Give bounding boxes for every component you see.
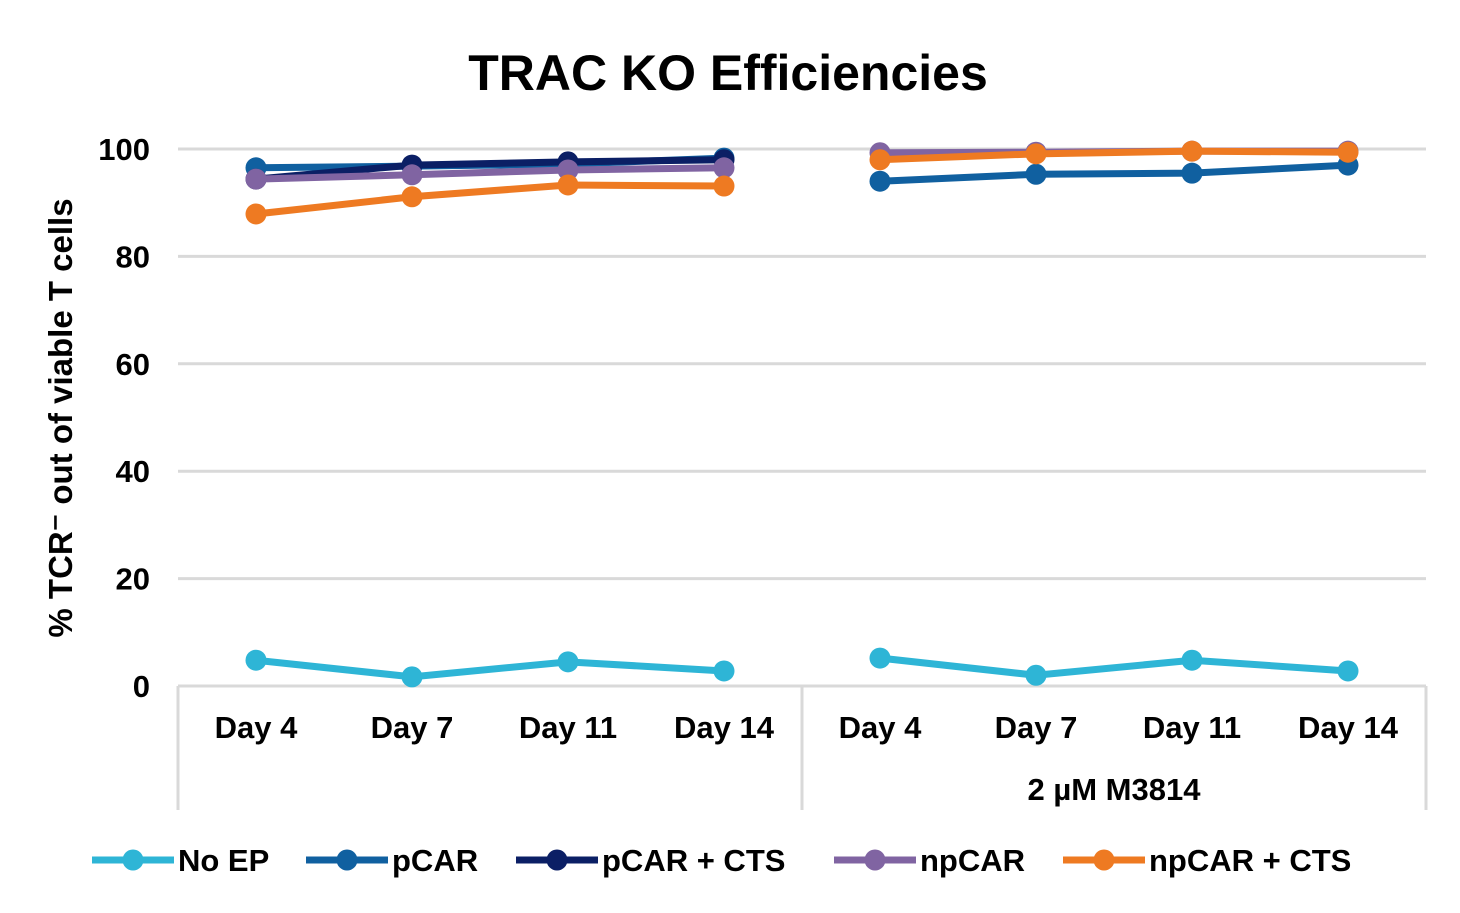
x-tick-label: Day 11 [519, 710, 617, 745]
legend-label: pCAR + CTS [602, 843, 785, 878]
y-tick-label: 100 [98, 132, 150, 167]
legend-marker [1093, 849, 1115, 871]
legend-marker [336, 849, 358, 871]
data-point [869, 170, 891, 192]
y-tick-label: 80 [116, 239, 150, 274]
series-line [255, 156, 725, 183]
data-point [1181, 140, 1203, 162]
x-tick-label: Day 7 [995, 710, 1078, 745]
series-line [255, 656, 725, 681]
legend-marker [122, 849, 144, 871]
y-tick-label: 0 [133, 669, 150, 704]
series-line [255, 164, 725, 183]
data-point [1337, 141, 1359, 163]
data-point [245, 649, 267, 671]
data-point [869, 149, 891, 171]
x-tick-label: Day 14 [674, 710, 775, 745]
data-point [1025, 664, 1047, 686]
data-point [713, 157, 735, 179]
series-line [879, 654, 1349, 679]
legend-label: npCAR [920, 843, 1025, 878]
y-axis-label: % TCR⁻ out of viable T cells [42, 198, 79, 637]
legend-marker [546, 849, 568, 871]
y-tick-label: 40 [116, 454, 150, 489]
legend-label: pCAR [392, 843, 478, 878]
series-line [255, 181, 725, 218]
data-point [1181, 162, 1203, 184]
legend-marker [864, 849, 886, 871]
data-point [1025, 163, 1047, 185]
y-tick-label: 60 [116, 347, 150, 382]
chart-title: TRAC KO Efficiencies [468, 45, 988, 101]
data-point [401, 164, 423, 186]
legend-label: No EP [178, 843, 269, 878]
x-tick-label: Day 14 [1298, 710, 1399, 745]
y-tick-label: 20 [116, 562, 150, 597]
data-point [713, 660, 735, 682]
data-point [401, 186, 423, 208]
data-point [401, 666, 423, 688]
data-point [713, 175, 735, 197]
legend-label: npCAR + CTS [1149, 843, 1351, 878]
series-line [879, 161, 1349, 185]
x-tick-label: Day 7 [371, 710, 454, 745]
data-point [1025, 143, 1047, 165]
x-tick-label: Day 4 [839, 710, 922, 745]
data-point [557, 174, 579, 196]
data-point [1181, 649, 1203, 671]
data-point [869, 647, 891, 669]
data-point [1337, 660, 1359, 682]
data-point [557, 159, 579, 181]
x-tick-label: Day 11 [1143, 710, 1241, 745]
series-line [879, 147, 1349, 164]
data-point [245, 203, 267, 225]
data-point [557, 651, 579, 673]
x-tick-label: Day 4 [215, 710, 298, 745]
data-point [245, 168, 267, 190]
group-label: 2 µM M3814 [1028, 772, 1202, 807]
